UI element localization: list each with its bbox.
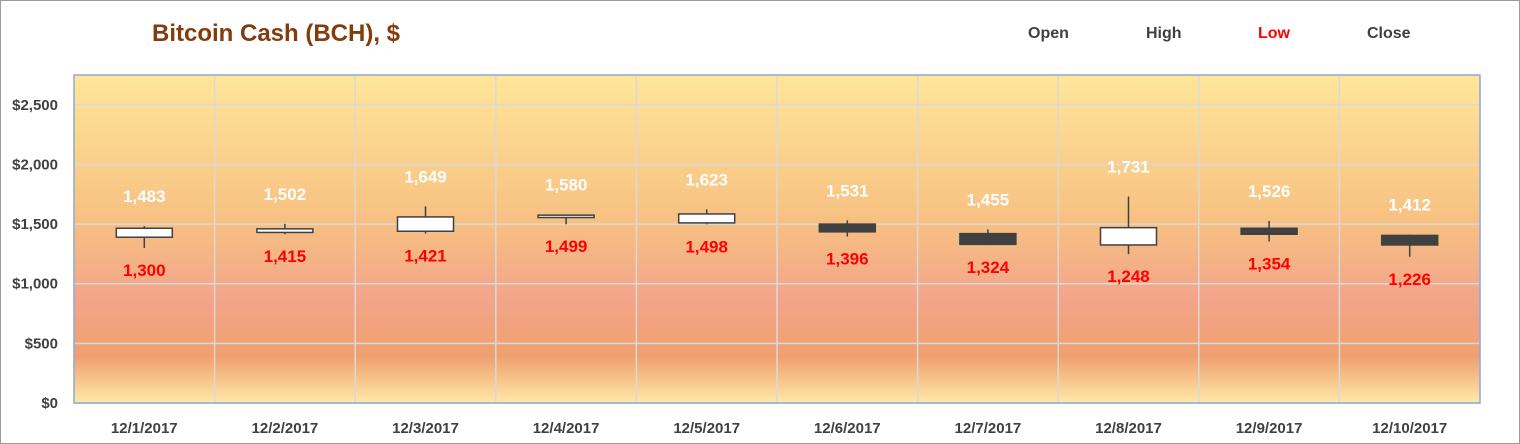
plot-border [73,74,1481,404]
low-data-label: 1,396 [826,249,869,268]
high-data-label: 1,483 [123,187,166,206]
high-data-label: 1,455 [967,190,1010,209]
high-data-label: 1,526 [1248,182,1291,201]
low-data-label: 1,248 [1107,267,1150,286]
legend-high: High [1146,25,1182,42]
chart-title: Bitcoin Cash (BCH), $ [152,20,401,47]
y-tick-label: $0 [41,395,58,412]
x-tick-label: 12/7/2017 [955,420,1022,437]
low-data-label: 1,499 [545,237,588,256]
low-data-label: 1,498 [685,237,728,256]
y-tick-label: $1,500 [12,216,58,233]
candle-body [115,227,174,238]
y-tick-label: $500 [25,335,58,352]
x-tick-label: 12/5/2017 [673,420,740,437]
x-tick-label: 12/3/2017 [392,420,459,437]
candle-body [1240,227,1298,235]
candle-body [256,228,314,234]
x-tick-label: 12/2/2017 [252,420,319,437]
legend-close: Close [1367,25,1411,42]
legend-low: Low [1258,25,1290,42]
high-data-label: 1,412 [1388,196,1431,215]
low-data-label: 1,226 [1388,270,1431,289]
x-tick-label: 12/4/2017 [533,420,600,437]
candle-body [1099,226,1158,246]
x-tick-label: 12/8/2017 [1095,420,1162,437]
low-data-label: 1,415 [264,247,307,266]
low-data-label: 1,421 [404,247,447,266]
x-tick-label: 12/1/2017 [111,420,178,437]
high-data-label: 1,531 [826,181,869,200]
candle-body [677,213,736,224]
low-data-label: 1,354 [1248,255,1291,274]
x-tick-label: 12/9/2017 [1236,420,1303,437]
high-data-label: 1,502 [264,185,307,204]
candle-body [959,232,1017,246]
y-tick-label: $2,000 [12,156,58,173]
low-data-label: 1,324 [967,258,1010,277]
candle-body [1380,234,1439,246]
y-tick-label: $2,500 [12,97,58,114]
legend-open: Open [1028,25,1069,42]
candle-body [396,216,455,232]
x-tick-label: 12/10/2017 [1372,420,1447,437]
high-data-label: 1,649 [404,167,447,186]
high-data-label: 1,580 [545,176,588,195]
candle-body [537,214,595,219]
candle-body [818,223,877,233]
low-data-label: 1,300 [123,261,166,280]
high-data-label: 1,623 [685,170,728,189]
high-data-label: 1,731 [1107,158,1150,177]
y-tick-label: $1,000 [12,276,58,293]
x-tick-label: 12/6/2017 [814,420,881,437]
